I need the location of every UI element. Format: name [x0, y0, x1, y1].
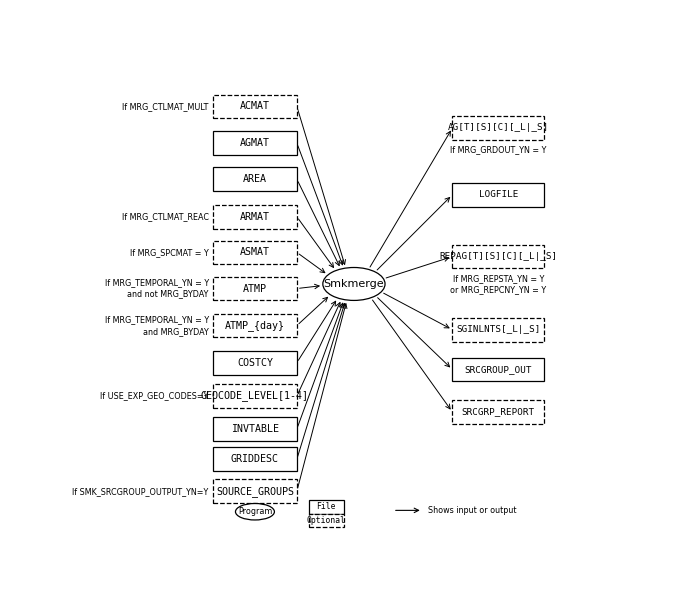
Text: If MRG_CTLMAT_MULT: If MRG_CTLMAT_MULT: [122, 102, 209, 111]
FancyBboxPatch shape: [213, 314, 297, 337]
Text: If SMK_SRCGROUP_OUTPUT_YN=Y: If SMK_SRCGROUP_OUTPUT_YN=Y: [73, 486, 209, 495]
Text: SOURCE_GROUPS: SOURCE_GROUPS: [216, 486, 294, 497]
Text: If USE_EXP_GEO_CODES=Y: If USE_EXP_GEO_CODES=Y: [101, 391, 209, 400]
FancyBboxPatch shape: [213, 241, 297, 264]
Text: If MRG_SPCMAT = Y: If MRG_SPCMAT = Y: [130, 248, 209, 257]
FancyBboxPatch shape: [213, 384, 297, 408]
Text: SRCGRP_REPORT: SRCGRP_REPORT: [462, 407, 535, 416]
FancyBboxPatch shape: [309, 514, 344, 527]
FancyBboxPatch shape: [213, 131, 297, 155]
Text: ACMAT: ACMAT: [240, 102, 270, 112]
Text: If MRG_TEMPORAL_YN = Y
and MRG_BYDAY: If MRG_TEMPORAL_YN = Y and MRG_BYDAY: [105, 315, 209, 336]
Text: INVTABLE: INVTABLE: [231, 424, 279, 434]
Text: REPAG[T][S][C][_L|_S]: REPAG[T][S][C][_L|_S]: [439, 252, 558, 261]
Text: Program: Program: [238, 507, 272, 516]
Text: GEOCODE_LEVEL[1-4]: GEOCODE_LEVEL[1-4]: [201, 391, 309, 402]
Text: Shows input or output: Shows input or output: [428, 506, 517, 515]
FancyBboxPatch shape: [213, 94, 297, 118]
Text: ARMAT: ARMAT: [240, 211, 270, 222]
FancyBboxPatch shape: [452, 358, 544, 381]
FancyBboxPatch shape: [213, 447, 297, 471]
Text: COSTCY: COSTCY: [237, 358, 273, 368]
FancyBboxPatch shape: [452, 116, 544, 140]
Text: AGMAT: AGMAT: [240, 138, 270, 148]
FancyBboxPatch shape: [213, 277, 297, 301]
FancyBboxPatch shape: [213, 479, 297, 503]
FancyBboxPatch shape: [309, 500, 344, 514]
Text: AG[T][S][C][_L|_S]: AG[T][S][C][_L|_S]: [447, 124, 549, 132]
Text: If MRG_TEMPORAL_YN = Y
and not MRG_BYDAY: If MRG_TEMPORAL_YN = Y and not MRG_BYDAY: [105, 279, 209, 299]
Text: Smkmerge: Smkmerge: [324, 279, 385, 289]
Text: Optional: Optional: [307, 516, 346, 525]
Text: ATMP: ATMP: [243, 283, 267, 293]
Text: If MRG_GRDOUT_YN = Y: If MRG_GRDOUT_YN = Y: [450, 146, 547, 154]
Text: If MRG_CTLMAT_REAC: If MRG_CTLMAT_REAC: [121, 212, 209, 221]
FancyBboxPatch shape: [452, 318, 544, 342]
FancyBboxPatch shape: [452, 400, 544, 424]
Text: AREA: AREA: [243, 174, 267, 184]
FancyBboxPatch shape: [213, 168, 297, 191]
Text: GRIDDESC: GRIDDESC: [231, 454, 279, 464]
Ellipse shape: [235, 504, 274, 520]
Text: ATMP_{day}: ATMP_{day}: [225, 320, 285, 331]
FancyBboxPatch shape: [213, 350, 297, 375]
Text: ASMAT: ASMAT: [240, 248, 270, 257]
Text: File: File: [317, 502, 336, 511]
FancyBboxPatch shape: [213, 417, 297, 441]
Text: LOGFILE: LOGFILE: [479, 190, 518, 199]
FancyBboxPatch shape: [452, 183, 544, 207]
FancyBboxPatch shape: [213, 205, 297, 229]
Text: SGINLNTS[_L|_S]: SGINLNTS[_L|_S]: [456, 325, 540, 334]
Ellipse shape: [323, 267, 385, 301]
Text: If MRG_REPSTA_YN = Y
or MRG_REPCNY_YN = Y: If MRG_REPSTA_YN = Y or MRG_REPCNY_YN = …: [450, 274, 547, 294]
Text: SRCGROUP_OUT: SRCGROUP_OUT: [465, 365, 532, 374]
FancyBboxPatch shape: [452, 245, 544, 268]
